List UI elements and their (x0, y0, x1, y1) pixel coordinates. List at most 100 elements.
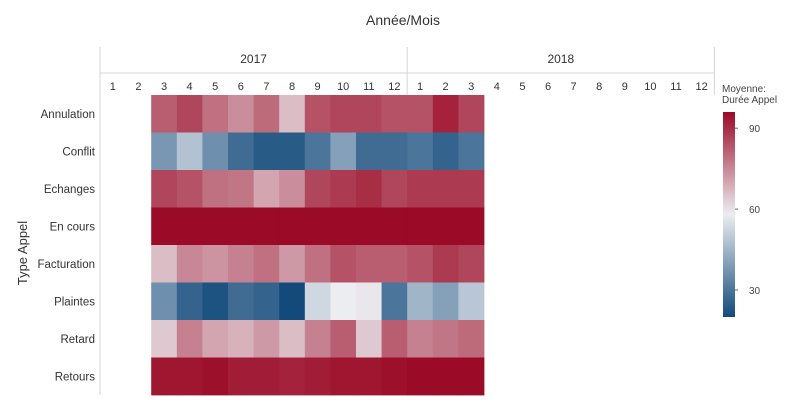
heatmap-cell (279, 282, 306, 321)
heatmap-cell (356, 207, 382, 246)
heatmap-cell (202, 357, 229, 396)
heatmap-cell (356, 132, 382, 171)
heatmap-cell (151, 207, 178, 246)
heatmap-cell (407, 245, 434, 283)
heatmap-cell (228, 95, 254, 133)
heatmap-cell (253, 132, 280, 171)
heatmap-cell (330, 282, 357, 321)
heatmap-cell (330, 132, 357, 171)
heatmap-cell (407, 282, 434, 321)
heatmap-cell (407, 320, 434, 358)
heatmap-cell (407, 132, 434, 171)
heatmap-cell (151, 245, 178, 283)
heatmap-cell (432, 95, 459, 133)
heatmap-cell (407, 170, 434, 208)
row-label: Conflit (62, 146, 95, 158)
heatmap-cell (381, 95, 408, 133)
heatmap-cell (151, 357, 178, 396)
heatmap-cell (176, 245, 203, 283)
month-label: 2 (135, 81, 141, 93)
heatmap-cell (202, 282, 229, 321)
row-label: En cours (50, 221, 96, 233)
month-label: 8 (596, 81, 602, 93)
month-label: 8 (289, 81, 295, 93)
y-axis-title: Type Appel (15, 221, 30, 285)
heatmap-cell (228, 207, 254, 246)
heatmap-cell (253, 282, 280, 321)
month-label: 3 (468, 81, 474, 93)
row-label: Retours (55, 371, 96, 383)
month-label: 4 (187, 81, 193, 93)
heatmap-cell (458, 95, 485, 133)
heatmap-cell (356, 282, 382, 321)
legend-color-bar (723, 112, 735, 317)
heatmap-cell (330, 245, 357, 283)
heatmap-cell (458, 170, 485, 208)
row-label: Echanges (44, 184, 95, 196)
heatmap-cell (176, 170, 203, 208)
heatmap-cell (279, 170, 306, 208)
heatmap-cell (458, 282, 485, 321)
heatmap-cell (279, 207, 306, 246)
heatmap-cell (202, 170, 229, 208)
month-label: 9 (622, 81, 628, 93)
heatmap-cell (381, 245, 408, 283)
heatmap-cell (253, 320, 280, 358)
heatmap-cell (304, 282, 331, 321)
heatmap-cell (151, 132, 178, 171)
month-label: 2 (443, 81, 449, 93)
heatmap-cell (279, 245, 306, 283)
heatmap-cell (304, 320, 331, 358)
heatmap-cell (202, 207, 229, 246)
heatmap-cell (407, 207, 434, 246)
heatmap-cell (432, 357, 459, 396)
month-label: 4 (494, 81, 500, 93)
month-label: 9 (315, 81, 321, 93)
heatmap-cell (381, 282, 408, 321)
heatmap-cell (304, 357, 331, 396)
heatmap-cell (228, 320, 254, 358)
chart-title: Année/Mois (366, 12, 440, 28)
heatmap-cell (279, 95, 306, 133)
month-label: 11 (363, 81, 374, 93)
row-labels: Annulation Conflit Echanges En cours Factura… (37, 109, 95, 384)
heatmap-cell (176, 320, 203, 358)
heatmap-cell (304, 132, 331, 171)
heatmap-cell (381, 170, 408, 208)
heatmap-cell (381, 132, 408, 171)
heatmap-cell (356, 320, 382, 358)
heatmap-cell (407, 95, 434, 133)
legend-title: Moyenne: (722, 84, 766, 95)
heatmap-cell (228, 245, 254, 283)
heatmap-cell (202, 95, 229, 133)
heatmap-cell (202, 320, 229, 358)
heatmap-cell (381, 357, 408, 396)
heatmap-cell (253, 357, 280, 396)
month-label: 3 (161, 81, 167, 93)
legend-tick-label: 60 (749, 205, 761, 216)
legend-title: Durée Appel (722, 95, 777, 106)
heatmap-cell (458, 132, 485, 171)
heatmap-cell (330, 357, 357, 396)
month-label: 7 (263, 81, 269, 93)
heatmap-cell (151, 320, 178, 358)
year-label: 2018 (547, 52, 574, 66)
heatmap-cell (458, 320, 485, 358)
heatmap-cell (151, 282, 178, 321)
heatmap-cell (253, 170, 280, 208)
heatmap-cell (458, 357, 485, 396)
heatmap-cell (458, 245, 485, 283)
legend-tick-label: 90 (749, 124, 761, 135)
row-label: Retard (60, 334, 95, 346)
heatmap-cell (330, 170, 357, 208)
heatmap-cell (432, 282, 459, 321)
heatmap-cell (228, 282, 254, 321)
month-label: 6 (238, 81, 244, 93)
heatmap-cell (253, 245, 280, 283)
month-label: 10 (337, 81, 349, 93)
heatmap-cell (228, 132, 254, 171)
heatmap-cell (432, 207, 459, 246)
heatmap-cell (228, 357, 254, 396)
